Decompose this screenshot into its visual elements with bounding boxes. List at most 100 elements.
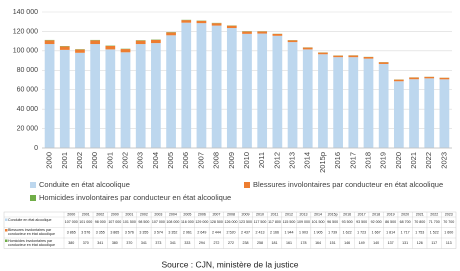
- bar-segment: [363, 57, 374, 59]
- table-cell: 101 000: [79, 220, 92, 224]
- bar-segment: [348, 55, 359, 58]
- source-note: Source : CJN, ministère de la justice: [162, 259, 299, 269]
- bar-segment: [211, 25, 222, 149]
- table-header-cell: 2012: [285, 212, 293, 216]
- table-cell: 2 413: [256, 231, 265, 235]
- bar-segment: [409, 79, 419, 148]
- y-tick-label: 80 000: [17, 67, 39, 74]
- bar-segment: [226, 28, 237, 148]
- x-tick-label: 2003: [136, 152, 145, 169]
- table-frame: [3, 211, 457, 249]
- table-cell: 70 700: [443, 220, 454, 224]
- bar-segment: [318, 52, 328, 55]
- bar-segment: [318, 54, 328, 148]
- x-tick-label: 2015p: [318, 152, 327, 173]
- table-cell: 181: [272, 241, 278, 245]
- bar-segment: [333, 57, 343, 148]
- table-cell: 1 753: [415, 231, 424, 235]
- table-cell: 107 000: [152, 220, 165, 224]
- x-tick-label: 2007: [196, 152, 205, 169]
- table-cell: 1 522: [430, 231, 439, 235]
- table-cell: 258: [257, 241, 263, 245]
- bar-segment: [302, 47, 313, 50]
- table-header-cell: 2022: [430, 212, 438, 216]
- x-tick-label: 2004: [151, 152, 160, 169]
- legend-swatch: [30, 182, 36, 188]
- table-cell: 1 903: [299, 231, 308, 235]
- table-cell: 92 000: [371, 220, 382, 224]
- table-header-cell: 2001: [82, 212, 90, 216]
- table-cell: 1 723: [357, 231, 366, 235]
- table-cell: 96 500: [327, 220, 338, 224]
- x-tick-label: 2013: [288, 152, 297, 169]
- bar-segment: [439, 79, 450, 148]
- table-row-label-box: Conduite en état alcoolique: [8, 218, 52, 222]
- table-cell: 128 500: [210, 220, 223, 224]
- table-header-cell: 2002: [96, 212, 104, 216]
- legend-swatch: [30, 195, 36, 201]
- x-tick-label: 2008: [212, 152, 221, 169]
- table-cell: 98 500: [138, 220, 149, 224]
- bar-segment: [378, 62, 389, 64]
- table-cell: 108 000: [166, 220, 179, 224]
- table-cell: 2 520: [226, 231, 235, 235]
- table-cell: 117 500: [254, 220, 267, 224]
- data-table: 2000 2001 2002 2000 2001 2002 2003 2004 2005 2006…: [3, 211, 457, 249]
- x-tick-label: 2016: [333, 152, 342, 169]
- x-tick-label: 2011: [257, 152, 266, 168]
- table-header-cell: 2008: [227, 212, 235, 216]
- table-cell: 178: [301, 241, 307, 245]
- x-tick-label: 2006: [181, 152, 190, 169]
- table-cell: 3 576: [81, 231, 90, 235]
- table-cell: 1 814: [386, 231, 395, 235]
- table-cell: 341: [97, 241, 103, 245]
- bar-segment: [75, 52, 85, 148]
- bar-segment: [166, 32, 176, 36]
- table-cell: 238: [242, 241, 248, 245]
- x-tick-label: 2019: [379, 152, 388, 169]
- bar-segment: [59, 49, 70, 149]
- bar-segment: [105, 49, 116, 148]
- table-header-cell: 2021: [416, 212, 424, 216]
- bar-segment: [135, 40, 146, 45]
- table-row-label: Homicides involontaires par conducteur e…: [8, 238, 55, 247]
- table-cell: 126: [417, 241, 423, 245]
- bar-segment: [181, 20, 192, 23]
- bar-segment: [257, 33, 268, 148]
- bar-segment: [287, 42, 298, 148]
- table-cell: 294: [199, 241, 205, 245]
- table-cell: 272: [228, 241, 234, 245]
- table-header-cell: 2013: [300, 212, 308, 216]
- bar-segment: [120, 52, 131, 148]
- table-row-label-box: Homicides involontaires par conducteur e…: [8, 238, 55, 247]
- y-tick-label: 20 000: [17, 125, 39, 132]
- table-cell: 101 500: [123, 220, 136, 224]
- table-header-cell: 2017: [358, 212, 366, 216]
- table-cell: 107 000: [108, 220, 121, 224]
- bar-segment: [196, 20, 207, 24]
- x-tick-label: 2001: [60, 152, 69, 169]
- table-header-cell: 2006: [198, 212, 206, 216]
- bar-segment: [287, 40, 298, 43]
- bar-segment: [151, 39, 161, 44]
- table-header-cell: 2001: [125, 212, 133, 216]
- table-cell: 151: [330, 241, 336, 245]
- legend-swatch: [244, 182, 250, 188]
- table-cell: 117: [431, 241, 437, 245]
- bar-segment: [242, 31, 252, 34]
- table-cell: 116 000: [181, 220, 194, 224]
- bar-segment: [44, 40, 55, 45]
- bar-segment: [424, 78, 435, 148]
- table-header-cell: 2023: [445, 212, 453, 216]
- bar-segment: [439, 77, 450, 80]
- x-tick-label: 2020: [394, 152, 403, 169]
- table-cell: 129 000: [195, 220, 208, 224]
- table-swatch: [5, 218, 8, 221]
- x-tick-label: 2021: [409, 152, 418, 169]
- table-cell: 3 355: [139, 231, 148, 235]
- table-cell: 3 865: [110, 231, 119, 235]
- x-tick-label: 2023: [439, 152, 448, 169]
- table-cell: 149: [359, 241, 365, 245]
- x-tick-label: 2009: [227, 152, 236, 169]
